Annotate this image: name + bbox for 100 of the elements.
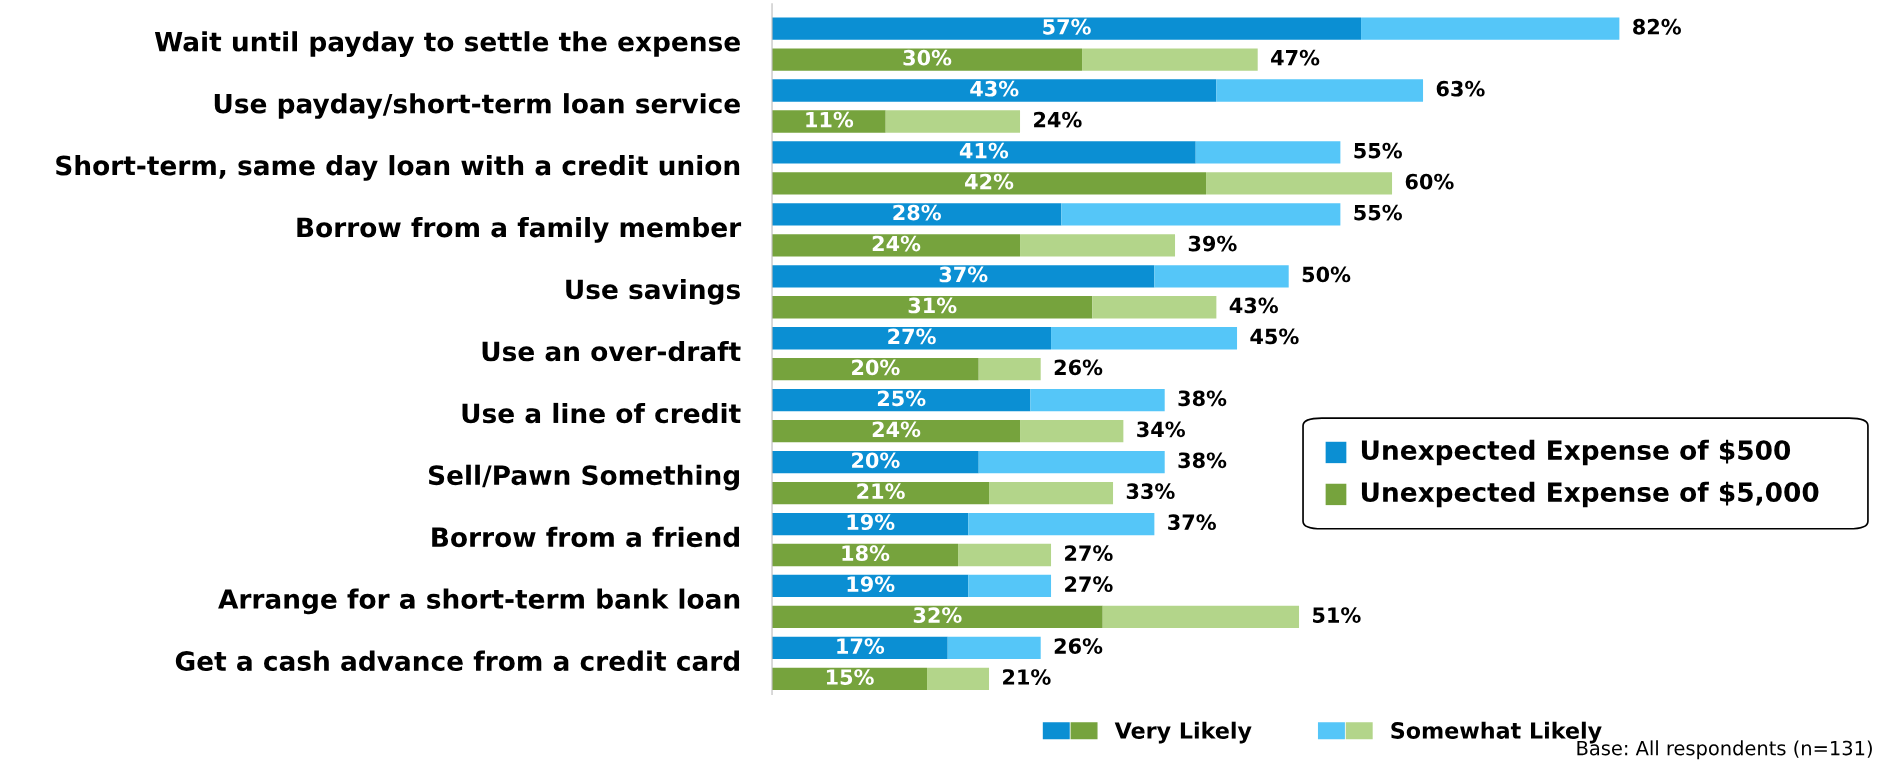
y-tick-label: Use an over-draft	[482, 340, 741, 362]
bar	[772, 48, 1083, 71]
bar	[772, 17, 1362, 40]
total-label: 37%	[1168, 514, 1216, 531]
bar	[1361, 17, 1620, 40]
data-label: 30%	[903, 49, 952, 66]
bar	[772, 172, 1207, 195]
bar	[772, 574, 969, 598]
data-label: 15%	[826, 669, 874, 685]
data-label: 18%	[842, 545, 890, 562]
bar	[1082, 48, 1258, 71]
bar	[772, 110, 886, 133]
total-label: 47%	[1271, 49, 1320, 66]
data-label: 17%	[837, 638, 885, 654]
y-tick-label: Arrange for a short-term bank loan	[218, 588, 740, 615]
data-label: 37%	[939, 266, 988, 283]
total-label: 34%	[1137, 421, 1185, 438]
bar	[772, 389, 1031, 412]
total-label: 55%	[1354, 204, 1402, 221]
bar	[772, 605, 1103, 629]
data-label: 43%	[970, 80, 1019, 97]
y-tick-label: Wait until payday to settle the expense	[154, 31, 740, 57]
total-label: 26%	[1054, 638, 1103, 654]
bar	[1030, 389, 1165, 412]
bar	[772, 636, 948, 660]
data-label: 28%	[893, 204, 941, 221]
bar	[772, 419, 1021, 443]
total-label: 38%	[1178, 452, 1227, 469]
bar	[1216, 79, 1424, 102]
total-label: 21%	[1003, 669, 1051, 685]
total-label: 38%	[1178, 390, 1227, 407]
bar	[978, 358, 1041, 381]
total-label: 39%	[1188, 235, 1237, 252]
bar	[927, 667, 990, 690]
data-label: 32%	[913, 607, 962, 623]
total-label: 51%	[1313, 607, 1361, 623]
data-label: 21%	[857, 483, 905, 500]
total-label: 63%	[1436, 80, 1485, 97]
bar	[1020, 419, 1124, 443]
y-tick-label: Short-term, same day loan with a credit union	[56, 155, 740, 181]
bar	[1102, 605, 1300, 629]
data-label: 41%	[959, 142, 1009, 159]
total-label: 24%	[1034, 111, 1082, 128]
total-label: 43%	[1229, 297, 1278, 314]
data-label: 27%	[888, 328, 936, 345]
bar	[772, 203, 1062, 226]
bar	[772, 327, 1052, 350]
data-label: 19%	[847, 576, 895, 592]
bar	[1092, 296, 1217, 319]
bar	[772, 265, 1155, 288]
bar	[1061, 203, 1341, 226]
bar	[1020, 234, 1176, 257]
data-label: 20%	[852, 452, 900, 469]
bar	[1206, 172, 1393, 195]
bar	[1195, 141, 1341, 164]
total-label: 60%	[1405, 173, 1454, 190]
annotation: Unexpected Expense of $5,000	[1361, 481, 1819, 508]
bar	[1154, 265, 1289, 288]
bar	[772, 481, 990, 505]
data-label: 11%	[806, 111, 854, 128]
y-tick-label: Sell/Pawn Something	[428, 464, 739, 491]
bar	[968, 512, 1155, 536]
total-label: 45%	[1250, 328, 1299, 345]
data-label: 19%	[847, 514, 895, 531]
total-label: 50%	[1302, 266, 1351, 283]
data-label: 57%	[1043, 18, 1091, 35]
y-tick-label: Borrow from a friend	[432, 526, 739, 548]
data-label: 25%	[877, 390, 926, 407]
y-tick-label: Get a cash advance from a credit card	[175, 650, 739, 672]
bar	[885, 110, 1021, 133]
data-label: 24%	[872, 235, 921, 252]
y-tick-label: Use a line of credit	[462, 402, 741, 424]
total-label: 26%	[1054, 359, 1103, 376]
y-tick-label: Borrow from a family member	[297, 216, 742, 243]
bar	[958, 543, 1052, 567]
bar	[772, 450, 979, 474]
total-label: 27%	[1065, 545, 1113, 562]
data-label: 31%	[908, 297, 957, 314]
bar	[947, 636, 1041, 660]
bar	[1051, 327, 1238, 350]
data-label: 24%	[872, 421, 921, 438]
data-label: 42%	[965, 173, 1014, 190]
data-label: 20%	[852, 359, 900, 376]
bar	[772, 543, 959, 567]
bar	[772, 234, 1021, 257]
legend-label: Very Likely	[1114, 721, 1252, 744]
y-tick-label: Use payday/short-term loan service	[214, 93, 740, 119]
bar	[772, 79, 1217, 102]
bar	[772, 296, 1093, 319]
bar	[772, 512, 969, 536]
y-tick-label: Use savings	[566, 278, 740, 305]
bar	[772, 358, 979, 381]
bar	[772, 141, 1196, 164]
annotation: Unexpected Expense of $500	[1361, 439, 1791, 466]
bar	[978, 450, 1165, 474]
total-label: 55%	[1354, 142, 1402, 159]
total-label: 33%	[1126, 483, 1175, 500]
bar	[968, 574, 1052, 598]
total-label: 27%	[1065, 576, 1113, 592]
bar	[989, 481, 1114, 505]
